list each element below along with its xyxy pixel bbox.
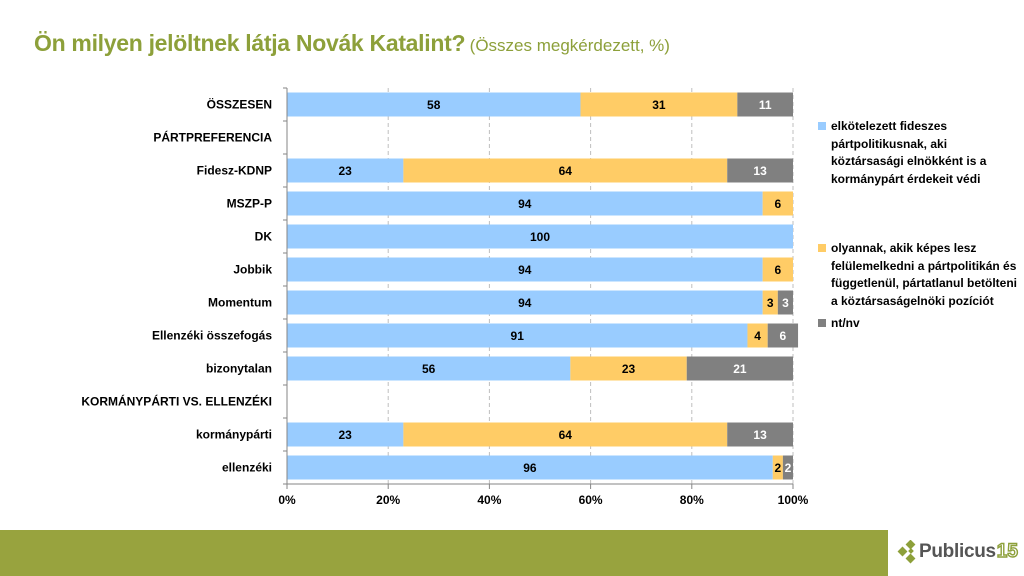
bar-segment <box>287 257 763 282</box>
category-label: MSZP-P <box>227 197 272 211</box>
category-labels: ÖSSZESEN PÁRTPREFERENCIA Fidesz-KDNP MSZP-P… <box>81 97 272 475</box>
data-label: 21 <box>733 362 747 376</box>
category-label: ellenzéki <box>222 461 272 475</box>
legend-swatch-blue <box>818 122 826 130</box>
bar-segment <box>287 455 773 480</box>
bar-segment <box>772 455 783 480</box>
data-label: 2 <box>774 461 781 475</box>
bar-segment <box>762 257 793 282</box>
bar-segment <box>287 290 763 315</box>
bar-segment <box>737 92 793 117</box>
bar-segment <box>767 323 799 348</box>
legend-item-dk: nt/nv <box>818 315 1018 333</box>
data-label: 31 <box>652 98 666 112</box>
bar-segment <box>287 92 581 117</box>
legend-label: olyannak, akik képes lesz felülemelkedni… <box>831 241 1017 308</box>
category-label: Jobbik <box>233 263 272 277</box>
bar-segment <box>403 422 728 447</box>
chart-title: Ön milyen jelöltnek látja Novák Katalint… <box>34 30 670 57</box>
bar-segment <box>403 158 728 183</box>
bar-segment <box>287 158 404 183</box>
legend: elkötelezett fideszes pártpolitikusnak, … <box>818 118 1018 333</box>
stacked-bar-chart: 58 31 11 23 64 13 94 6 100 94 6 94 3 3 91 4 6 56 23 21 23 64 1… <box>81 87 809 507</box>
data-label: 94 <box>518 296 532 310</box>
legend-label: elkötelezett fideszes pártpolitikusnak, … <box>831 119 987 186</box>
legend-item-committed: elkötelezett fideszes pártpolitikusnak, … <box>818 118 1018 188</box>
data-label: 6 <box>774 197 781 211</box>
data-label: 13 <box>753 164 767 178</box>
data-label: 6 <box>780 329 787 343</box>
bar-segment <box>287 422 404 447</box>
bar-segment <box>747 323 768 348</box>
bar-segment <box>580 92 738 117</box>
category-label: DK <box>255 230 273 244</box>
data-label: 58 <box>427 98 441 112</box>
bar-segment <box>570 356 687 381</box>
data-label: 2 <box>785 461 792 475</box>
category-label: Momentum <box>208 296 272 310</box>
bar-segment <box>287 224 793 249</box>
data-label: 91 <box>511 329 525 343</box>
title-main: Ön milyen jelöltnek látja Novák Katalint… <box>34 30 466 56</box>
data-label: 94 <box>518 197 532 211</box>
data-label: 23 <box>339 164 353 178</box>
data-label: 64 <box>559 164 573 178</box>
legend-swatch-yellow <box>818 244 826 252</box>
data-label: 94 <box>518 263 532 277</box>
data-label: 96 <box>523 461 537 475</box>
footer-band <box>0 530 888 576</box>
data-label: 64 <box>559 428 573 442</box>
x-tick-label: 20% <box>376 493 400 507</box>
category-label: PÁRTPREFERENCIA <box>153 130 272 145</box>
logo-number: 15 <box>996 540 1019 562</box>
x-tick-label: 40% <box>477 493 501 507</box>
bar-segment <box>777 290 793 315</box>
category-label: Fidesz-KDNP <box>197 164 272 178</box>
bar-segment <box>287 356 571 381</box>
legend-swatch-gray <box>818 319 826 327</box>
category-label: bizonytalan <box>206 362 272 376</box>
category-label: Ellenzéki összefogás <box>152 329 272 343</box>
data-label: 100 <box>530 230 550 244</box>
bar-segment <box>782 455 793 480</box>
data-label: 23 <box>339 428 353 442</box>
data-label: 56 <box>422 362 436 376</box>
gridlines <box>387 88 794 484</box>
logo-text: Publicus <box>919 541 996 562</box>
x-tick-label: 60% <box>579 493 603 507</box>
data-label: 11 <box>759 98 772 112</box>
bar-segment <box>762 191 793 216</box>
bar-segment <box>762 290 778 315</box>
data-label: 13 <box>753 428 767 442</box>
legend-item-nonpartisan: olyannak, akik képes lesz felülemelkedni… <box>818 240 1018 310</box>
data-label: 4 <box>754 329 761 343</box>
diamond-logo-icon <box>897 540 916 564</box>
bar-segment <box>727 422 793 447</box>
title-subtitle: (Összes megkérdezett, %) <box>469 36 670 55</box>
legend-label: nt/nv <box>831 316 860 330</box>
bar-segment <box>727 158 793 183</box>
x-tick-label: 80% <box>680 493 704 507</box>
bar-segment <box>686 356 793 381</box>
publicus-logo: Publicus 15 <box>895 540 1019 564</box>
axes <box>283 87 794 489</box>
category-label: ÖSSZESEN <box>207 97 272 112</box>
bar-segment <box>287 191 763 216</box>
bar-segment <box>287 323 748 348</box>
x-tick-labels: 0% 20% 40% 60% 80% 100% <box>278 493 808 507</box>
data-label: 6 <box>774 263 781 277</box>
data-label: 3 <box>782 296 789 310</box>
data-label: 23 <box>622 362 636 376</box>
category-label: kormánypárti <box>196 428 272 442</box>
data-label: 3 <box>767 296 774 310</box>
bars: 58 31 11 23 64 13 94 6 100 94 6 94 3 3 91 4 6 56 23 21 23 64 1… <box>287 92 799 480</box>
category-label: KORMÁNYPÁRTI VS. ELLENZÉKI <box>81 394 272 409</box>
x-tick-label: 0% <box>278 493 296 507</box>
x-tick-label: 100% <box>778 493 809 507</box>
